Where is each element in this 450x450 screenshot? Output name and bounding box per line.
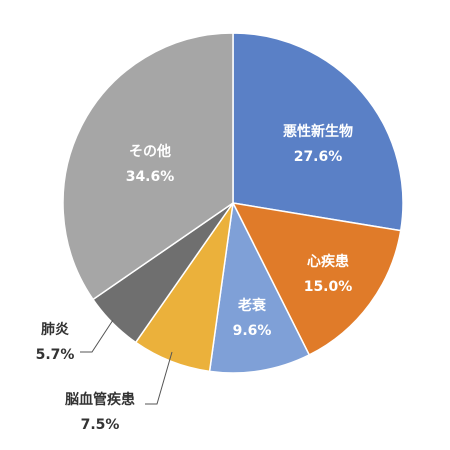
slice-label: 心疾患 — [307, 253, 349, 270]
pie-slice — [62, 32, 234, 301]
leader-line — [145, 351, 173, 405]
slice-label: 悪性新生物 — [283, 123, 353, 140]
pie-slice — [232, 32, 404, 232]
slice-label: 肺炎 — [41, 322, 69, 338]
slice-label: その他 — [129, 143, 171, 160]
value-label: 5.7% — [36, 347, 75, 363]
value-label: 34.6% — [126, 169, 175, 185]
slice-label: 老衰 — [238, 297, 267, 314]
pie — [62, 32, 404, 374]
pie-slice — [208, 200, 311, 374]
pie-slice — [231, 202, 402, 356]
slice-label: 脳血管疾患 — [65, 391, 135, 408]
value-label: 15.0% — [304, 279, 353, 295]
value-label: 9.6% — [233, 323, 272, 339]
value-label: 27.6% — [294, 149, 343, 165]
leader-line — [80, 319, 114, 353]
value-label: 7.5% — [81, 417, 120, 433]
